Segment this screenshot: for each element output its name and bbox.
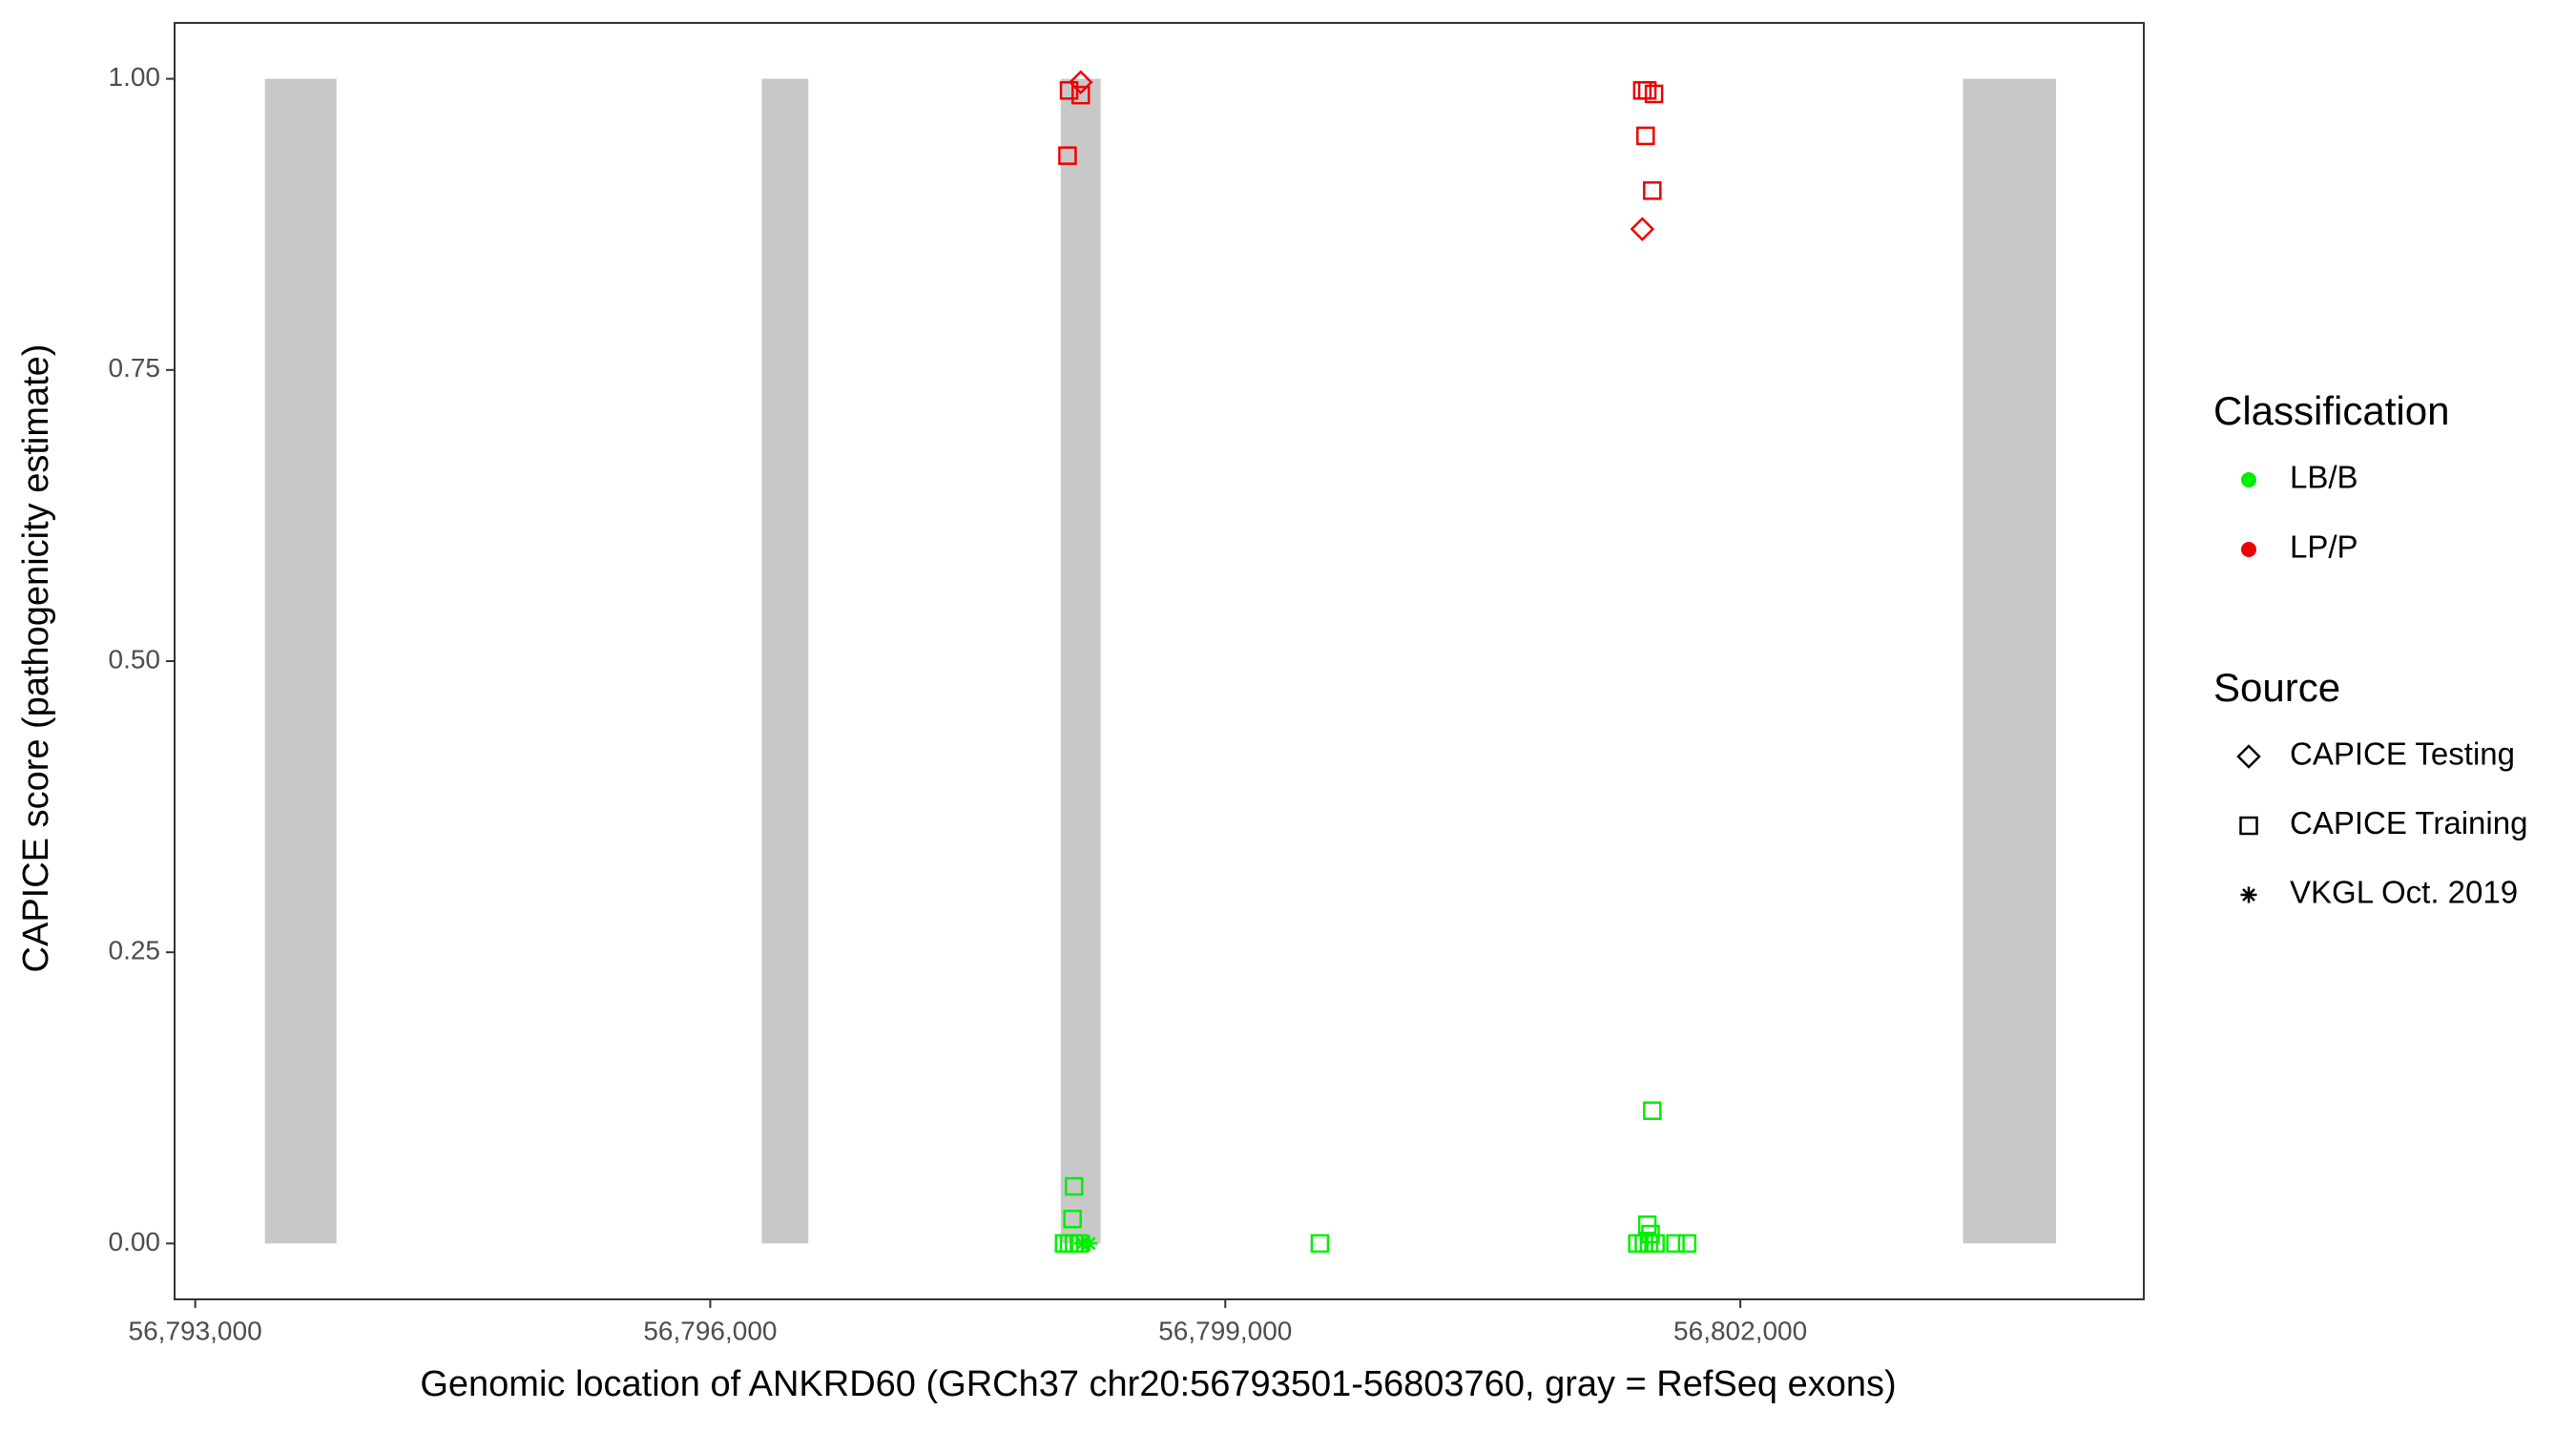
- point: [1643, 181, 1662, 200]
- legend-title: Source: [2213, 665, 2340, 710]
- point: [1068, 70, 1093, 95]
- point: [1071, 85, 1091, 105]
- x-axis-title: Genomic location of ANKRD60 (GRCh37 chr2…: [420, 1364, 1896, 1404]
- point: [1677, 1234, 1697, 1254]
- point: [1310, 1234, 1330, 1254]
- point: [1643, 1101, 1662, 1120]
- legend-title: Classification: [2213, 388, 2449, 433]
- exon: [264, 78, 337, 1244]
- point: [1637, 1215, 1657, 1234]
- legend-label: CAPICE Testing: [2290, 736, 2515, 772]
- legend-swatch: [2241, 472, 2256, 487]
- plot-border: [174, 22, 2145, 1300]
- x-tick-label: 56,796,000: [643, 1316, 777, 1345]
- legend-symbol: [2236, 744, 2261, 769]
- legend-label: LP/P: [2290, 529, 2358, 565]
- legend-label: LB/B: [2290, 460, 2358, 495]
- x-tick-label: 56,802,000: [1673, 1316, 1807, 1345]
- point: [1064, 1176, 1084, 1196]
- exon: [1963, 78, 2057, 1244]
- legend-label: VKGL Oct. 2019: [2290, 875, 2518, 910]
- point: [1666, 1234, 1685, 1254]
- y-tick-label: 0.75: [109, 353, 161, 383]
- y-tick-label: 0.50: [109, 644, 161, 674]
- y-axis-title: CAPICE score (pathogenicity estimate): [16, 344, 56, 973]
- legend-symbol: [2239, 816, 2258, 836]
- point: [1630, 217, 1655, 241]
- point: [1063, 1210, 1082, 1229]
- legend-swatch: [2241, 542, 2256, 557]
- point: [1641, 1224, 1660, 1244]
- point: [1634, 1234, 1653, 1254]
- x-tick-label: 56,799,000: [1158, 1316, 1292, 1345]
- point: [1636, 126, 1655, 146]
- exon: [761, 78, 809, 1244]
- point: [1081, 1234, 1098, 1252]
- point: [1637, 81, 1657, 100]
- y-tick-label: 0.00: [109, 1227, 161, 1256]
- legend-symbol: [2240, 886, 2257, 903]
- exon: [1060, 78, 1101, 1244]
- point: [1644, 84, 1664, 104]
- y-tick-label: 1.00: [109, 62, 161, 92]
- legend-label: CAPICE Training: [2290, 805, 2527, 840]
- y-tick-label: 0.25: [109, 936, 161, 965]
- point: [1058, 146, 1077, 165]
- x-tick-label: 56,793,000: [129, 1316, 262, 1345]
- point: [1646, 1234, 1665, 1254]
